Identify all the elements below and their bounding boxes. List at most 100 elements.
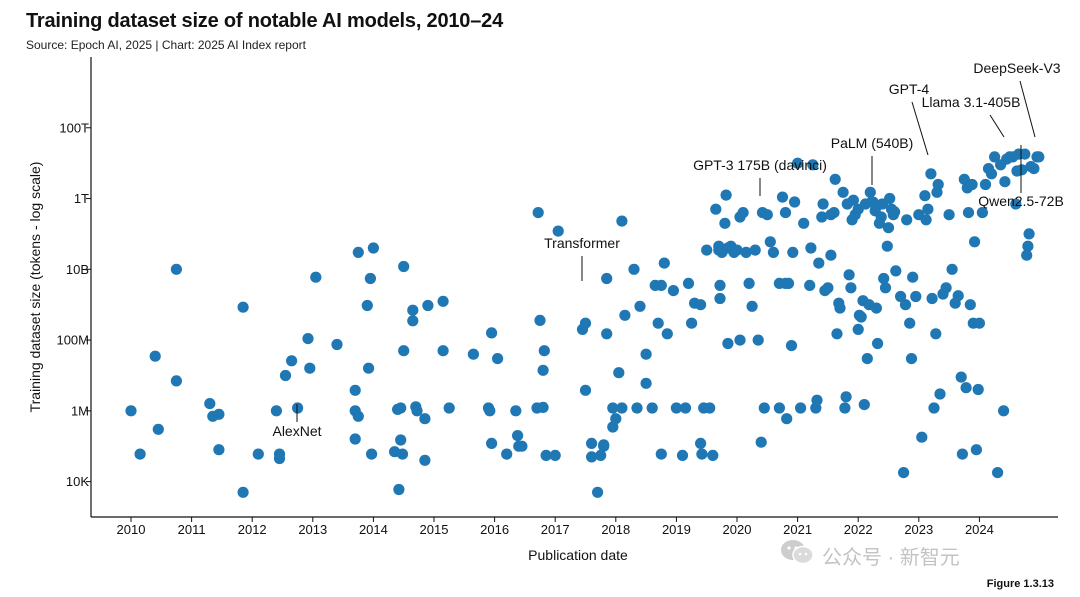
- x-tick-label: 2018: [601, 522, 630, 537]
- axes: 2010 2011 2012 2013 2014 2015 2016 2017 2018 2019…: [56, 57, 1058, 537]
- data-point: [640, 377, 652, 389]
- data-point: [825, 249, 837, 261]
- data-point: [714, 279, 726, 291]
- data-point: [898, 467, 910, 479]
- data-point: [798, 217, 810, 229]
- data-point: [969, 236, 981, 248]
- data-point: [511, 430, 524, 442]
- data-point: [840, 391, 852, 403]
- data-point: [419, 413, 431, 425]
- data-point: [273, 452, 286, 465]
- data-point: [776, 191, 789, 203]
- data-point: [889, 206, 901, 218]
- y-tick-label: 10B: [66, 262, 89, 277]
- data-point: [962, 207, 975, 219]
- data-point: [393, 483, 405, 496]
- data-point: [907, 271, 919, 283]
- annotation-label: AlexNet: [272, 423, 321, 439]
- data-point: [926, 292, 938, 305]
- data-point: [537, 401, 549, 413]
- data-point: [395, 402, 407, 414]
- data-point: [1010, 198, 1022, 210]
- data-point: [586, 437, 598, 449]
- data-point: [149, 350, 161, 362]
- watermark: 公众号 · 新智元: [780, 538, 960, 572]
- data-point: [363, 362, 375, 374]
- data-point: [785, 340, 798, 352]
- data-point: [890, 265, 902, 277]
- data-point: [610, 413, 622, 425]
- data-point: [486, 327, 498, 339]
- data-point: [667, 285, 680, 297]
- data-point: [773, 402, 786, 414]
- data-point: [940, 282, 952, 294]
- data-point: [999, 176, 1011, 188]
- data-point: [985, 168, 998, 180]
- data-point: [878, 272, 890, 285]
- data-point: [549, 449, 561, 461]
- data-point: [731, 244, 743, 256]
- data-point: [864, 186, 876, 198]
- data-point: [510, 405, 522, 417]
- x-tick-label: 2010: [117, 522, 146, 537]
- annotation-label: Transformer: [544, 235, 620, 251]
- data-point: [516, 440, 528, 452]
- data-point: [779, 207, 792, 219]
- data-point: [834, 302, 846, 314]
- data-point: [292, 402, 304, 414]
- x-tick-label: 2019: [662, 522, 691, 537]
- data-point: [422, 299, 434, 312]
- x-tick-label: 2023: [904, 522, 933, 537]
- x-tick-label: 2017: [541, 522, 570, 537]
- x-tick-label: 2024: [965, 522, 994, 537]
- data-point: [437, 345, 449, 357]
- annotations: AlexNet Transformer GPT-3 175B (davinci)Pa…: [272, 60, 1063, 439]
- data-point: [795, 402, 807, 414]
- data-point: [1033, 151, 1045, 163]
- data-point: [905, 353, 918, 365]
- annotation-label: Qwen2.5-72B: [978, 193, 1064, 209]
- y-axis-title: Training dataset size (tokens - log scal…: [27, 162, 43, 413]
- data-point: [737, 207, 749, 219]
- data-point: [707, 449, 719, 461]
- data-point: [1019, 148, 1031, 160]
- data-point: [843, 269, 855, 281]
- data-point: [537, 364, 549, 376]
- data-point: [811, 394, 823, 406]
- data-point: [955, 371, 967, 383]
- data-point: [670, 402, 683, 414]
- wechat-icon: [780, 538, 814, 572]
- data-point: [847, 194, 860, 206]
- data-point: [310, 271, 322, 283]
- data-point: [817, 198, 829, 210]
- data-point: [646, 402, 658, 414]
- data-point: [492, 353, 504, 365]
- data-point: [592, 486, 604, 498]
- data-point: [879, 282, 892, 294]
- data-point: [972, 383, 984, 396]
- data-point: [919, 190, 931, 202]
- data-point: [704, 402, 716, 414]
- data-point: [352, 246, 364, 258]
- data-point: [349, 433, 361, 445]
- data-point: [831, 328, 843, 340]
- data-point: [870, 302, 883, 314]
- y-tick-label: 10K: [66, 474, 89, 489]
- data-point: [758, 402, 770, 414]
- data-point: [1016, 164, 1028, 176]
- data-point: [331, 338, 343, 351]
- data-point: [916, 431, 928, 443]
- data-point: [992, 467, 1004, 479]
- data-point: [722, 337, 734, 350]
- data-point: [134, 448, 146, 460]
- data-point: [607, 402, 619, 414]
- data-point: [861, 353, 873, 365]
- data-point: [855, 311, 867, 323]
- watermark-text: 公众号 · 新智元: [822, 546, 960, 569]
- data-point: [601, 272, 613, 285]
- annotation-label: DeepSeek-V3: [973, 60, 1060, 76]
- data-point: [755, 436, 767, 448]
- data-point: [792, 157, 804, 169]
- data-point: [960, 382, 972, 394]
- data-point: [361, 299, 373, 312]
